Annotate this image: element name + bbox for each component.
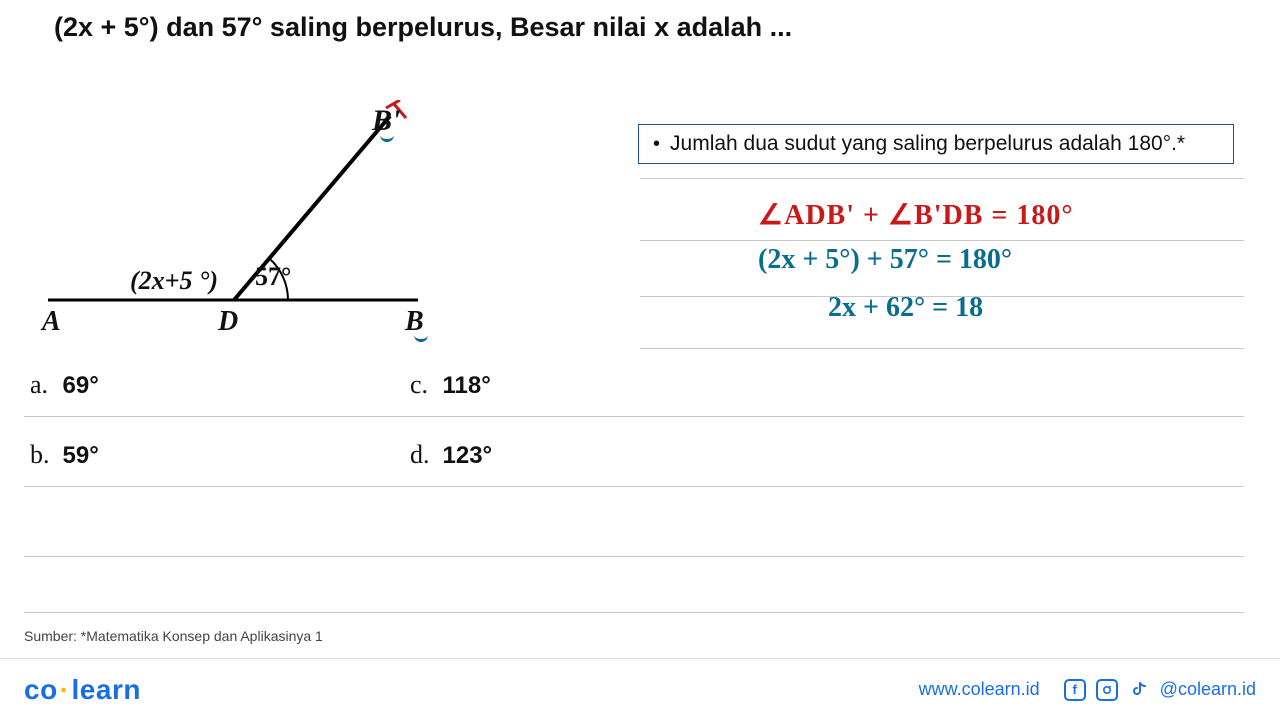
option-a-label: a. bbox=[30, 370, 56, 400]
option-b-label: b. bbox=[30, 440, 56, 470]
facebook-icon[interactable]: f bbox=[1064, 679, 1086, 701]
option-c-value: 118° bbox=[443, 372, 491, 399]
tiktok-icon[interactable] bbox=[1128, 679, 1150, 701]
option-d-value: 123° bbox=[443, 442, 493, 469]
theorem-text: Jumlah dua sudut yang saling berpelurus … bbox=[670, 132, 1185, 156]
diagram-angle-left-label: (2x+5 °) bbox=[130, 266, 218, 296]
option-d[interactable]: d. 123° bbox=[410, 440, 492, 470]
ruling-line bbox=[24, 612, 1244, 613]
option-a-value: 69° bbox=[63, 372, 99, 399]
ruling-line bbox=[24, 556, 1244, 557]
logo-part-learn: learn bbox=[72, 674, 141, 705]
work-line-3: 2x + 62° = 18 bbox=[828, 292, 983, 324]
option-c[interactable]: c. 118° bbox=[410, 370, 491, 400]
question-text: (2x + 5°) dan 57° saling berpelurus, Bes… bbox=[54, 12, 792, 43]
instagram-icon[interactable] bbox=[1096, 679, 1118, 701]
option-b[interactable]: b. 59° bbox=[30, 440, 99, 470]
diagram-label-a: A bbox=[42, 306, 61, 338]
brand-logo: co·learn bbox=[24, 674, 141, 706]
page-root: (2x + 5°) dan 57° saling berpelurus, Bes… bbox=[0, 0, 1280, 720]
option-b-value: 59° bbox=[63, 442, 99, 469]
diagram-label-b-prime: B' bbox=[372, 104, 400, 138]
ruling-line bbox=[24, 416, 1244, 417]
ruling-line bbox=[24, 486, 1244, 487]
ruling-line bbox=[640, 348, 1244, 349]
option-c-label: c. bbox=[410, 370, 436, 400]
footer-bar: co·learn www.colearn.id f @colearn.id bbox=[0, 658, 1280, 720]
bullet-icon: • bbox=[653, 133, 660, 156]
footer-right-group: www.colearn.id f @colearn.id bbox=[919, 679, 1256, 701]
diagram-label-d: D bbox=[218, 306, 238, 338]
social-handle[interactable]: @colearn.id bbox=[1160, 679, 1256, 700]
work-line-1: ∠ADB' + ∠B'DB = 180° bbox=[758, 198, 1074, 232]
diagram-angle-right-label: 57° bbox=[255, 262, 291, 292]
work-line-2: (2x + 5°) + 57° = 180° bbox=[758, 244, 1012, 276]
theorem-box: • Jumlah dua sudut yang saling berpeluru… bbox=[638, 124, 1234, 164]
option-a[interactable]: a. 69° bbox=[30, 370, 99, 400]
site-link[interactable]: www.colearn.id bbox=[919, 679, 1040, 700]
option-d-label: d. bbox=[410, 440, 436, 470]
ruling-line bbox=[640, 240, 1244, 241]
ruling-line bbox=[640, 178, 1244, 179]
underline-mark-icon bbox=[414, 334, 428, 342]
logo-part-co: co bbox=[24, 674, 58, 705]
logo-dot-icon: · bbox=[58, 674, 72, 705]
source-citation: Sumber: *Matematika Konsep dan Aplikasin… bbox=[24, 628, 323, 644]
